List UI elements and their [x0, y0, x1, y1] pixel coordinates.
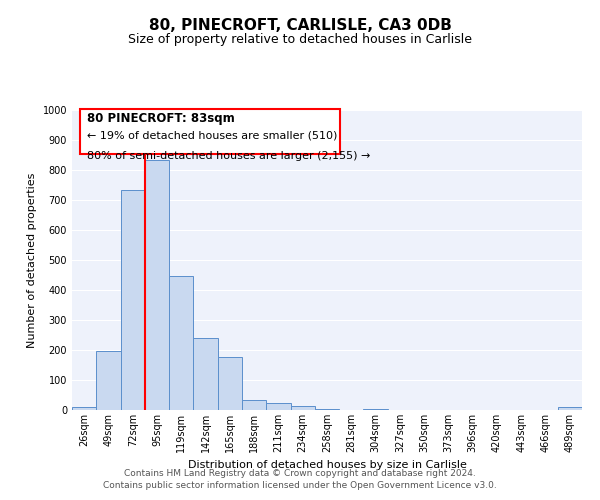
Text: ← 19% of detached houses are smaller (510): ← 19% of detached houses are smaller (51…	[88, 131, 338, 141]
Bar	[145, 160, 169, 410]
Bar	[315, 408, 339, 410]
Text: 80 PINECROFT: 83sqm: 80 PINECROFT: 83sqm	[88, 112, 235, 124]
Text: Contains public sector information licensed under the Open Government Licence v3: Contains public sector information licen…	[103, 481, 497, 490]
Bar	[266, 404, 290, 410]
Bar	[169, 276, 193, 410]
Bar	[121, 190, 145, 410]
Bar	[558, 407, 582, 410]
Bar	[80, 108, 340, 154]
Bar	[290, 406, 315, 410]
Text: 80% of semi-detached houses are larger (2,155) →: 80% of semi-detached houses are larger (…	[88, 150, 371, 160]
Bar	[242, 400, 266, 410]
Text: Size of property relative to detached houses in Carlisle: Size of property relative to detached ho…	[128, 32, 472, 46]
Bar	[96, 351, 121, 410]
Bar	[72, 407, 96, 410]
Bar	[193, 338, 218, 410]
X-axis label: Distribution of detached houses by size in Carlisle: Distribution of detached houses by size …	[188, 460, 466, 470]
Bar	[218, 356, 242, 410]
Text: Contains HM Land Registry data © Crown copyright and database right 2024.: Contains HM Land Registry data © Crown c…	[124, 468, 476, 477]
Y-axis label: Number of detached properties: Number of detached properties	[27, 172, 37, 348]
Text: 80, PINECROFT, CARLISLE, CA3 0DB: 80, PINECROFT, CARLISLE, CA3 0DB	[149, 18, 451, 32]
Bar	[364, 408, 388, 410]
